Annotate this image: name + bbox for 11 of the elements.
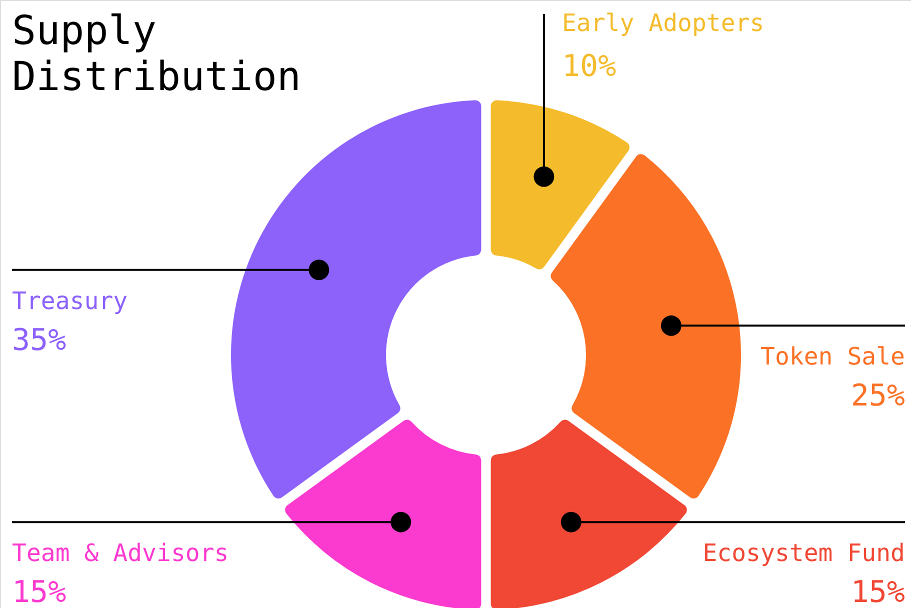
data-label: 15% xyxy=(12,575,66,608)
slice-label: Early Adopters xyxy=(562,9,764,37)
slice-label: Treasury xyxy=(12,286,128,315)
data-label: 25% xyxy=(850,378,905,414)
data-label: 15% xyxy=(850,575,905,608)
text: Supply Distribution xyxy=(12,8,301,100)
slice-label: Ecosystem Fund xyxy=(702,539,905,568)
data-label: 10% xyxy=(562,49,616,84)
data-label: 35% xyxy=(12,322,66,358)
slice-label: Token Sale xyxy=(760,342,905,371)
slice-label: Team & Advisors xyxy=(12,539,229,568)
